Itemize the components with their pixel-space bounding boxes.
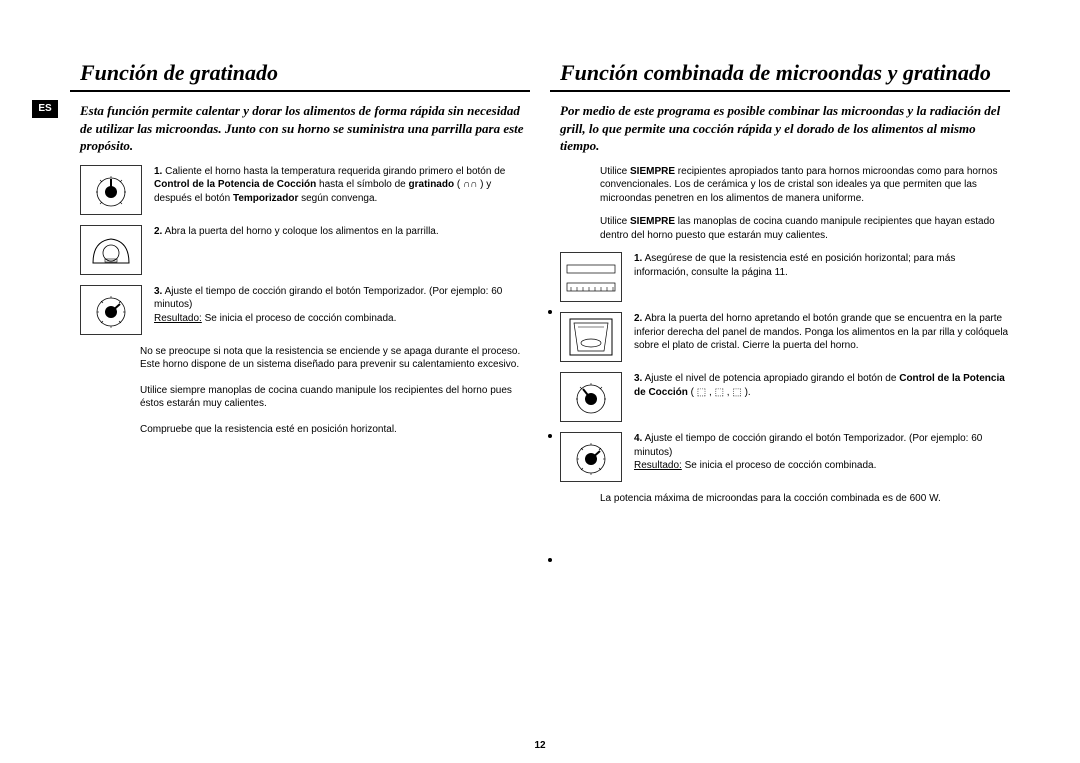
right-step-1: 1. Asegúrese de que la resistencia esté …	[550, 252, 1010, 302]
left-title: Función de gratinado	[70, 60, 530, 92]
right-paragraph-bottom: La potencia máxima de microondas para la…	[550, 492, 1010, 506]
oven-door-icon	[80, 225, 142, 275]
step-text: hasta el símbolo de	[316, 179, 408, 190]
step-text: Ajuste el tiempo de cocción girando el b…	[154, 286, 502, 311]
left-intro: Esta función permite calentar y dorar lo…	[70, 102, 530, 155]
step-text: Abra la puerta del horno y coloque los a…	[165, 226, 439, 237]
heating-element-icon	[560, 252, 622, 302]
right-title: Función combinada de microondas y gratin…	[550, 60, 1010, 92]
left-paragraph-3: Compruebe que la resistencia esté en pos…	[70, 423, 530, 437]
margin-dots	[548, 310, 552, 562]
right-paragraph-2: Utilice SIEMPRE las manoplas de cocina c…	[550, 215, 1010, 242]
page-number: 12	[534, 740, 545, 751]
step-text: ( ⬚ , ⬚ , ⬚ ).	[688, 387, 751, 398]
step-number: 2.	[154, 226, 162, 237]
timer-dial-icon	[560, 432, 622, 482]
right-paragraph-1: Utilice SIEMPRE recipientes apropiados t…	[550, 165, 1010, 206]
timer-dial-icon	[80, 285, 142, 335]
result-text: Se inicia el proceso de cocción combinad…	[202, 313, 397, 324]
step-number: 1.	[634, 253, 642, 264]
step-text: Caliente el horno hasta la temperatura r…	[165, 166, 505, 177]
step-text: Ajuste el nivel de potencia apropiado gi…	[645, 373, 900, 384]
step-bold: Temporizador	[233, 193, 298, 204]
left-step-2: 2. Abra la puerta del horno y coloque lo…	[70, 225, 530, 275]
step-bold: gratinado	[409, 179, 455, 190]
language-badge: ES	[32, 100, 58, 118]
left-column: ES Función de gratinado Esta función per…	[70, 60, 530, 516]
step-text: Abra la puerta del horno apretando el bo…	[634, 313, 1008, 351]
step-text: Ajuste el tiempo de cocción girando el b…	[634, 433, 982, 458]
step-bold: Control de la Potencia de Cocción	[154, 179, 316, 190]
right-step-2: 2. Abra la puerta del horno apretando el…	[550, 312, 1010, 362]
right-intro: Por medio de este programa es posible co…	[550, 102, 1010, 155]
result-label: Resultado:	[154, 313, 202, 324]
right-column: Función combinada de microondas y gratin…	[550, 60, 1010, 516]
left-paragraph-1: No se preocupe si nota que la resistenci…	[70, 345, 530, 372]
oven-interior-icon	[560, 312, 622, 362]
right-step-4: 4. Ajuste el tiempo de cocción girando e…	[550, 432, 1010, 482]
step-number: 3.	[634, 373, 642, 384]
step-number: 4.	[634, 433, 642, 444]
left-paragraph-2: Utilice siempre manoplas de cocina cuand…	[70, 384, 530, 411]
left-step-3: 3. Ajuste el tiempo de cocción girando e…	[70, 285, 530, 335]
left-step-1: 1. Caliente el horno hasta la temperatur…	[70, 165, 530, 215]
step-text: según convenga.	[298, 193, 377, 204]
step-number: 3.	[154, 286, 162, 297]
dial-power-icon	[560, 372, 622, 422]
dial-power-icon	[80, 165, 142, 215]
result-label: Resultado:	[634, 460, 682, 471]
result-text: Se inicia el proceso de cocción combinad…	[682, 460, 877, 471]
step-number: 1.	[154, 166, 162, 177]
step-text: Asegúrese de que la resistencia esté en …	[634, 253, 955, 278]
step-number: 2.	[634, 313, 642, 324]
right-step-3: 3. Ajuste el nivel de potencia apropiado…	[550, 372, 1010, 422]
